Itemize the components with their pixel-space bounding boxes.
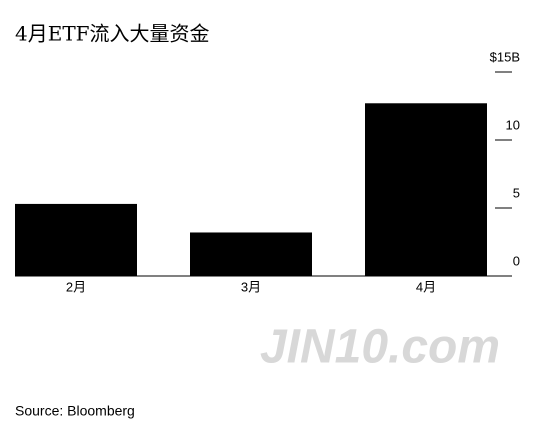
- x-tick-label: 3月: [241, 279, 261, 294]
- bar: [190, 232, 312, 276]
- x-tick-label: 4月: [416, 279, 436, 294]
- x-tick-label: 2月: [66, 279, 86, 294]
- y-tick-label: 10: [506, 117, 520, 132]
- bar: [15, 203, 137, 276]
- y-tick-label: $15B: [490, 49, 520, 64]
- watermark: JIN10.com: [260, 321, 500, 374]
- y-tick-label: 0: [513, 253, 520, 268]
- source: Source: Bloomberg: [15, 403, 135, 419]
- chart-title: 4月ETF流入大量资金: [15, 22, 210, 46]
- bar: [365, 103, 487, 276]
- y-tick-label: 5: [513, 185, 520, 200]
